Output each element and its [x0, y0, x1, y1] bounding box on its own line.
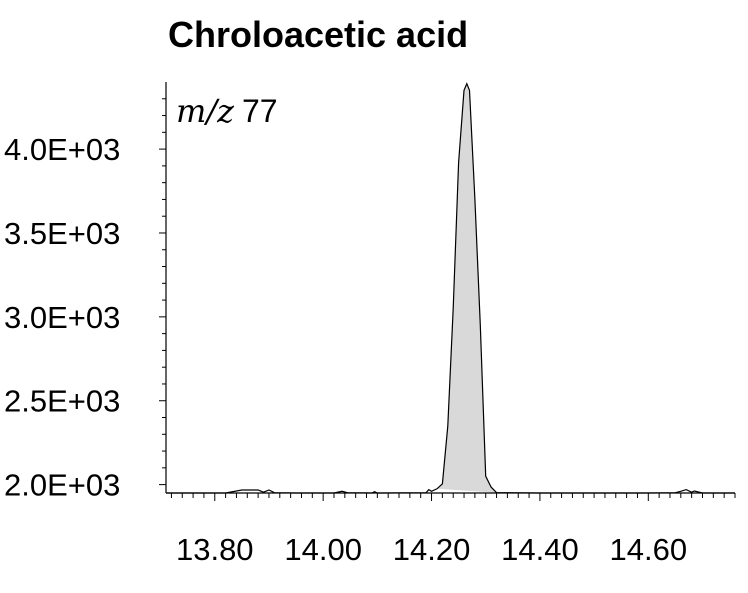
- x-tick-label: 14.20: [393, 532, 471, 567]
- x-tick-label: 13.80: [176, 532, 254, 567]
- x-tick-label: 14.40: [501, 532, 579, 567]
- chart-title: Chroloacetic acid: [168, 14, 469, 55]
- mz-value: 77: [242, 93, 278, 129]
- y-tick-label: 2.0E+03: [4, 468, 120, 503]
- mz-annotation: m/z 77: [176, 92, 278, 130]
- y-tick-label: 4.0E+03: [4, 132, 120, 167]
- x-axis: 13.80 14.00 14.20 14.40 14.60: [166, 492, 736, 567]
- y-tick-label: 3.5E+03: [4, 216, 120, 251]
- peak-area: [437, 83, 497, 493]
- y-axis: 2.0E+03 2.5E+03 3.0E+03 3.5E+03 4.0E+03: [4, 82, 167, 503]
- x-tick-label: 14.60: [610, 532, 688, 567]
- y-tick-label: 3.0E+03: [4, 300, 120, 335]
- y-tick-label: 2.5E+03: [4, 384, 120, 419]
- plot-area: [166, 82, 735, 494]
- mz-label: m/z: [176, 92, 235, 130]
- x-tick-label: 14.00: [284, 532, 362, 567]
